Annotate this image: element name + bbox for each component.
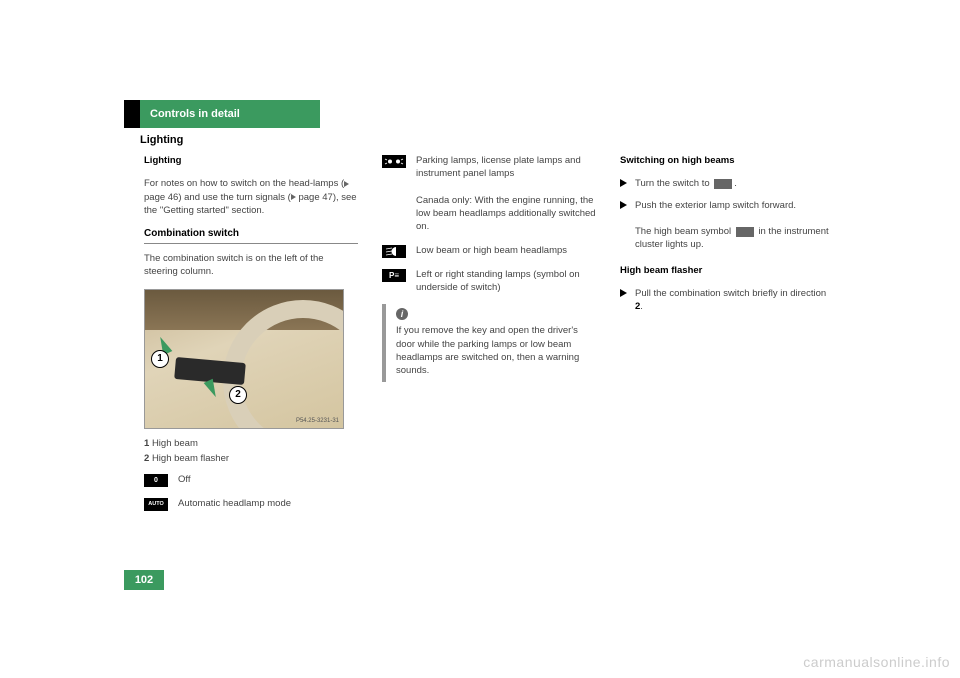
standing-lamp-label: P <box>389 271 394 280</box>
page-ref-1: page 46 <box>144 192 178 203</box>
off-icon: 0 <box>144 474 168 487</box>
off-text: Off <box>178 473 358 486</box>
manual-page: Controls in detail Lighting Lighting For… <box>144 100 834 521</box>
step-1-text: Turn the switch to . <box>635 177 737 190</box>
legend-1-num: 1 <box>144 438 149 449</box>
combination-switch-heading: Combination switch <box>144 227 358 244</box>
legend-2-text: High beam flasher <box>152 453 229 464</box>
info-icon: i <box>396 308 408 320</box>
section-title: Lighting <box>140 134 834 146</box>
legend-2-num: 2 <box>144 453 149 464</box>
off-row: 0 Off <box>144 473 358 487</box>
bullet-icon <box>620 179 627 187</box>
step-3-text: Pull the combination switch briefly in d… <box>635 287 834 314</box>
bullet-icon <box>620 201 627 209</box>
low-beam-icon <box>382 245 406 258</box>
chapter-header: Controls in detail <box>124 100 834 128</box>
legend-2: 2 High beam flasher <box>144 452 358 465</box>
black-tab <box>124 100 140 128</box>
intro-text-b: ) and use the turn signals ( <box>178 192 290 203</box>
callout-1: 1 <box>151 350 169 368</box>
parking-lamp-row: Parking lamps, license plate lamps and i… <box>382 154 596 234</box>
step-3-c: . <box>640 301 643 312</box>
standing-lamp-text: Left or right standing lamps (symbol on … <box>416 268 596 295</box>
note-a: The high beam symbol <box>635 226 731 237</box>
content-columns: Lighting For notes on how to switch on t… <box>144 154 834 521</box>
auto-row: AUTO Automatic headlamp mode <box>144 497 358 511</box>
step-3: Pull the combination switch briefly in d… <box>620 287 834 314</box>
info-text: If you remove the key and open the drive… <box>396 324 596 377</box>
parking-lamp-text: Parking lamps, license plate lamps and i… <box>416 154 596 234</box>
high-beam-heading: Switching on high beams <box>620 154 834 167</box>
headlamp-switch-icon <box>714 179 732 189</box>
parking-lamp-text-b: Canada only: With the engine running, th… <box>416 195 596 233</box>
chapter-label: Controls in detail <box>140 100 320 128</box>
subsection-title: Lighting <box>144 154 358 167</box>
step-1: Turn the switch to . <box>620 177 834 190</box>
callout-2: 2 <box>229 386 247 404</box>
page-ref-icon <box>291 194 296 200</box>
legend-1-text: High beam <box>152 438 198 449</box>
column-3: Switching on high beams Turn the switch … <box>620 154 834 521</box>
page-number: 102 <box>124 570 164 590</box>
column-2: Parking lamps, license plate lamps and i… <box>382 154 596 521</box>
legend-1: 1 High beam <box>144 437 358 450</box>
step-2: Push the exterior lamp switch forward. T… <box>620 199 834 252</box>
page-ref-2: page 47 <box>298 192 332 203</box>
combination-switch-text: The combination switch is on the left of… <box>144 252 358 279</box>
intro-text-a: For notes on how to switch on the head-l… <box>144 178 344 189</box>
high-beam-symbol-icon <box>736 227 754 237</box>
step-2-a: Push the exterior lamp switch forward. <box>635 200 796 211</box>
bullet-icon <box>620 289 627 297</box>
auto-text: Automatic headlamp mode <box>178 497 358 510</box>
low-beam-text: Low beam or high beam headlamps <box>416 244 596 257</box>
page-ref-icon <box>344 181 349 187</box>
parking-lamp-icon <box>382 155 406 168</box>
standing-lamp-icon: P≡ <box>382 269 406 282</box>
high-beam-flasher-heading: High beam flasher <box>620 264 834 277</box>
intro-paragraph: For notes on how to switch on the head-l… <box>144 177 358 217</box>
step-1-a: Turn the switch to <box>635 178 710 189</box>
watermark: carmanualsonline.info <box>803 654 950 670</box>
parking-lamp-text-a: Parking lamps, license plate lamps and i… <box>416 155 581 179</box>
info-box: i If you remove the key and open the dri… <box>382 304 596 381</box>
step-3-a: Pull the combination switch briefly in d… <box>635 288 826 299</box>
image-reference: P54.25-3231-31 <box>296 417 339 425</box>
column-1: Lighting For notes on how to switch on t… <box>144 154 358 521</box>
standing-lamp-row: P≡ Left or right standing lamps (symbol … <box>382 268 596 295</box>
auto-icon: AUTO <box>144 498 168 511</box>
low-beam-row: Low beam or high beam headlamps <box>382 244 596 258</box>
step-2-text: Push the exterior lamp switch forward. T… <box>635 199 834 252</box>
combination-switch-illustration: 1 2 P54.25-3231-31 <box>144 289 344 429</box>
